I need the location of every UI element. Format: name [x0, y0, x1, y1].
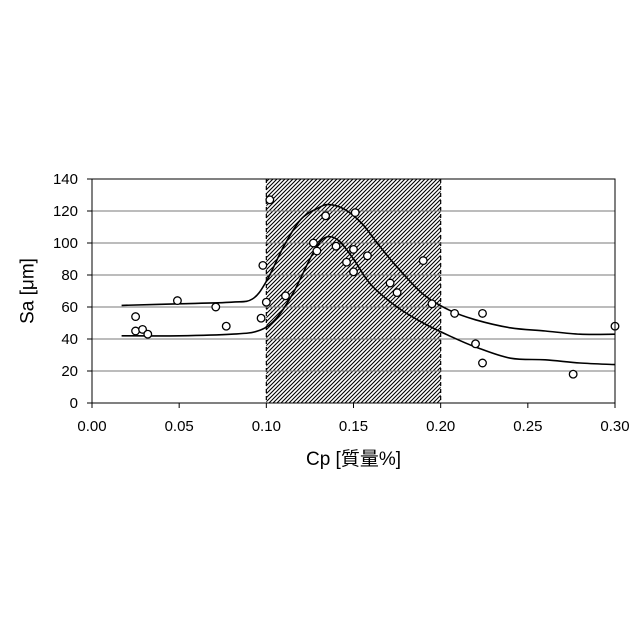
y-tick-label: 80: [61, 267, 78, 284]
x-tick-label: 0.10: [252, 418, 281, 435]
data-point: [428, 300, 436, 308]
data-point: [569, 370, 577, 378]
y-tick-label: 40: [61, 331, 78, 348]
x-tick-label: 0.05: [165, 418, 194, 435]
data-point: [350, 268, 358, 276]
data-point: [263, 298, 271, 306]
data-point: [257, 314, 265, 322]
data-point: [351, 209, 359, 217]
data-point: [393, 289, 401, 297]
data-point: [322, 212, 330, 220]
y-tick-label: 20: [61, 363, 78, 380]
y-tick-label: 100: [53, 235, 78, 252]
y-tick-label: 120: [53, 203, 78, 220]
x-tick-label: 0.00: [77, 418, 106, 435]
data-point: [282, 292, 290, 300]
y-tick-label: 0: [70, 395, 78, 412]
data-point: [222, 322, 230, 330]
data-point: [451, 310, 459, 318]
y-tick-label: 60: [61, 299, 78, 316]
data-point: [472, 340, 480, 348]
data-point: [144, 330, 152, 338]
data-point: [479, 310, 487, 318]
data-point: [419, 257, 427, 265]
x-tick-label: 0.25: [513, 418, 542, 435]
data-point: [132, 313, 140, 321]
y-tick-label: 140: [53, 171, 78, 188]
data-point: [266, 196, 274, 204]
x-axis-label: Cp [質量%]: [306, 448, 401, 470]
data-point: [479, 359, 487, 367]
x-tick-label: 0.20: [426, 418, 455, 435]
data-point: [259, 262, 267, 270]
data-point: [332, 242, 340, 250]
data-point: [212, 303, 220, 311]
y-axis-label: Sa [μm]: [18, 258, 39, 324]
data-point: [386, 279, 394, 287]
data-point: [174, 297, 182, 305]
data-point: [364, 252, 372, 260]
data-point: [350, 246, 358, 254]
data-point: [313, 247, 321, 255]
x-tick-label: 0.15: [339, 418, 368, 435]
x-tick-label: 0.30: [600, 418, 629, 435]
data-point: [310, 239, 318, 247]
data-point: [343, 258, 351, 266]
